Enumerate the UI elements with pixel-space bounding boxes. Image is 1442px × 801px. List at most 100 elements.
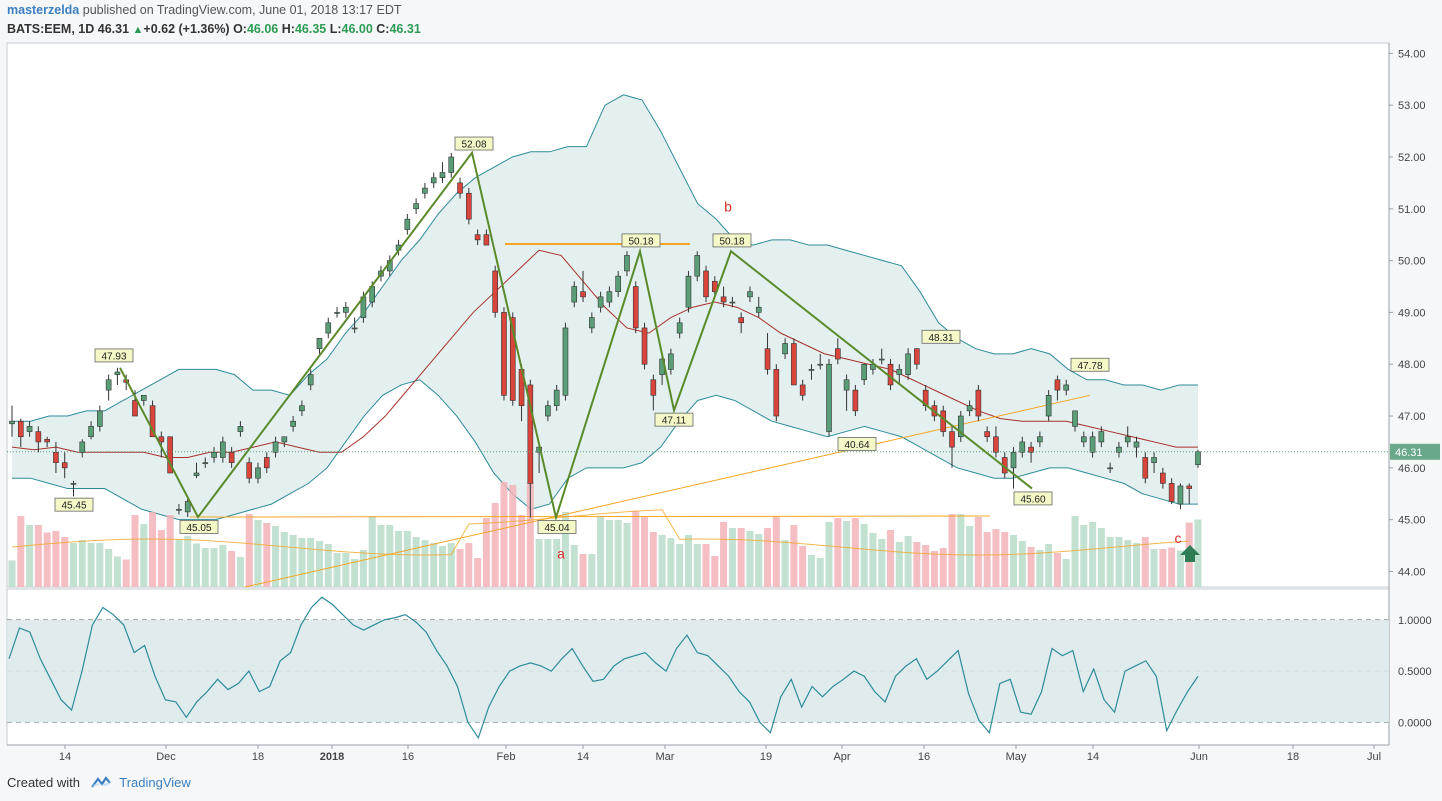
volume-bar [166,515,174,587]
oscillator-tick-label: 0.0000 [1398,717,1432,729]
volume-bar [105,549,113,587]
volume-bar [526,482,534,587]
volume-bar [588,554,596,587]
volume-bar [922,545,930,587]
bollinger-upper-line [12,94,1198,422]
candle-body [140,395,147,401]
price-annotation-label: 48.31 [928,333,953,344]
volume-bar [1124,540,1132,587]
candle-body [1063,384,1070,391]
candle-body [1054,379,1061,391]
publish-text: published on TradingView.com, June 01, 2… [82,3,402,17]
time-tick-label: Feb [497,751,516,763]
candle-body [343,306,349,313]
low-value: 46.00 [341,22,373,36]
candle-body [193,472,200,476]
candle-body [44,439,50,443]
price-annotation-box [1013,491,1053,506]
last-price-tag-label: 46.31 [1395,447,1423,459]
candle-body [272,441,279,453]
candle-body [615,275,621,292]
candle-body [97,410,103,427]
symbol-name: BATS:EEM, 1D [7,22,95,36]
candle-body [17,420,24,438]
candle-body [984,431,990,438]
volume-bar [693,544,701,587]
volume-bar [113,556,121,587]
candle-body [202,462,209,464]
candle-body [975,389,982,417]
candle-body [1177,485,1184,505]
volume-bar [298,538,306,587]
candle-body [1186,485,1193,489]
candle-body [861,363,867,381]
price-tick-label: 53.00 [1398,100,1426,112]
candle-body [509,317,516,401]
last-price: 46.31 [97,22,130,36]
high-value: 46.35 [294,22,327,36]
candle-body [422,187,428,194]
volume-bar [140,524,148,587]
candle-body [255,467,261,479]
candle-body [878,358,885,361]
candle-body [430,177,437,184]
volume-bar [122,559,130,587]
publish-info: masterzelda published on TradingView.com… [7,3,401,17]
price-tick-label: 49.00 [1398,307,1426,319]
candle-body [993,436,999,453]
volume-bar [412,537,420,587]
volume-bar [1133,543,1141,587]
candle-body [597,296,604,308]
volume-bar [324,544,332,587]
volume-bar [78,540,86,587]
volume-bar [1089,522,1097,587]
candle-body [1037,436,1043,443]
volume-bar [755,534,763,587]
tradingview-brand[interactable]: TradingView [119,775,191,790]
volume-bar [149,512,157,587]
price-tick-label: 52.00 [1398,152,1426,164]
candle-body [545,405,551,417]
created-with-text: Created with [7,775,80,790]
volume-bar [676,544,684,587]
volume-bar [175,539,183,587]
candle-body [167,436,173,474]
time-tick-label: Apr [833,751,850,763]
candle-body [668,353,674,370]
price-annotation-label: 45.05 [186,523,211,534]
price-tick-label: 48.00 [1398,359,1426,371]
candle-body [1116,446,1122,453]
price-annotation-box [1070,357,1110,372]
last-price-tag [1390,443,1440,460]
candle-body [949,431,955,448]
candle-body [132,400,138,417]
candle-body [1080,436,1087,443]
candle-body [817,363,824,366]
candle-body [61,462,68,469]
volume-bar [52,531,60,587]
volume-bar [799,546,807,587]
volume-bar [263,523,271,587]
candle-body [299,405,305,412]
candle-body [791,343,797,386]
time-tick-label: 14 [59,751,71,763]
author-name[interactable]: masterzelda [7,3,80,17]
candle-body [220,441,226,458]
price-annotation-box [537,520,577,534]
wave-label: c [1175,530,1182,546]
volume-bar [1071,516,1079,587]
candle-body [413,203,419,210]
volume-bar [553,539,561,587]
candle-body [1151,457,1157,463]
buy-arrow-icon [1180,545,1200,562]
volume-bar [359,550,367,587]
price-annotation-label: 50.18 [719,236,744,247]
candle-body [1089,436,1096,453]
volume-bar [438,546,446,587]
time-tick-label: 16 [918,751,930,763]
tradingview-logo-icon[interactable] [90,775,112,792]
candle-body [26,426,33,432]
candle-body [747,291,753,298]
volume-bar [561,512,569,587]
